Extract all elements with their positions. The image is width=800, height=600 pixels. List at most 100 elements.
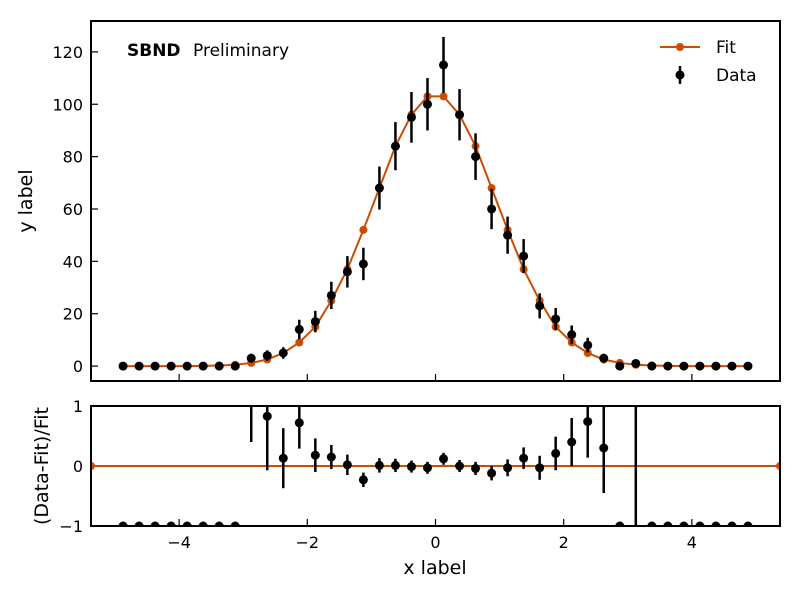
- data-point: [150, 361, 160, 371]
- fit-point: [439, 92, 448, 101]
- y-tick-label: 100: [52, 95, 83, 114]
- data-point: [471, 152, 481, 162]
- fit-point: [583, 348, 592, 357]
- data-point: [342, 460, 352, 470]
- fit-point: [487, 184, 496, 193]
- data-point: [294, 418, 304, 428]
- data-point: [583, 340, 593, 350]
- data-point: [615, 361, 625, 371]
- data-point: [422, 463, 432, 473]
- data-point: [663, 521, 673, 526]
- fit-line: [123, 95, 748, 368]
- data-point: [278, 348, 288, 358]
- data-point: [439, 454, 449, 464]
- data-point: [326, 290, 336, 300]
- data-point: [358, 259, 368, 269]
- data-point: [727, 521, 737, 526]
- data-point: [310, 450, 320, 460]
- y-tick-label: 0: [73, 457, 83, 476]
- legend-label: Data: [716, 66, 757, 86]
- data-point: [198, 361, 208, 371]
- data-point: [134, 361, 144, 371]
- data-point: [134, 521, 144, 526]
- x-axis-label: x label: [403, 557, 466, 579]
- x-tick-label: 0: [430, 533, 440, 552]
- data-point: [246, 353, 256, 363]
- legend-marker: [676, 43, 684, 51]
- plot-area: [118, 36, 753, 371]
- y-axis-label: (Data-Fit)/Fit: [31, 407, 53, 525]
- data-point: [118, 361, 128, 371]
- data-point: [695, 361, 705, 371]
- data-point: [455, 110, 465, 120]
- data-point: [535, 301, 545, 311]
- data-point: [599, 443, 609, 453]
- data-point: [342, 267, 352, 277]
- data-point: [214, 521, 224, 526]
- data-point: [583, 417, 593, 427]
- data-point: [166, 361, 176, 371]
- data-point: [182, 521, 192, 526]
- data-point: [390, 141, 400, 151]
- data-point: [711, 361, 721, 371]
- data-point: [310, 317, 320, 327]
- y-tick-label: 120: [52, 43, 83, 62]
- data-point: [455, 461, 465, 471]
- data-point: [230, 521, 240, 526]
- fit-point: [359, 225, 368, 234]
- y-tick-label: 0: [73, 357, 83, 376]
- data-point: [471, 463, 481, 473]
- data-point: [487, 204, 497, 214]
- y-axis-label: y label: [15, 169, 37, 232]
- x-tick-label: −4: [167, 533, 191, 552]
- annotation-bold: SBND: [127, 41, 181, 61]
- data-point: [118, 521, 128, 526]
- data-point: [503, 463, 513, 473]
- data-point: [727, 361, 737, 371]
- y-tick-label: 80: [63, 148, 83, 167]
- data-point: [551, 314, 561, 324]
- data-point: [182, 361, 192, 371]
- data-point: [374, 460, 384, 470]
- data-point: [519, 251, 529, 261]
- data-point: [406, 462, 416, 472]
- annotation: Preliminary: [193, 41, 289, 61]
- data-point: [406, 112, 416, 122]
- data-point: [647, 361, 657, 371]
- data-point: [711, 521, 721, 526]
- y-tick-label: 40: [63, 252, 83, 271]
- data-point: [743, 361, 753, 371]
- x-tick-label: 4: [687, 533, 697, 552]
- data-point: [214, 361, 224, 371]
- data-point: [439, 60, 449, 70]
- data-point: [294, 324, 304, 334]
- data-point: [647, 521, 657, 526]
- x-tick-label: 2: [559, 533, 569, 552]
- data-point: [535, 463, 545, 473]
- data-point: [262, 411, 272, 421]
- data-point: [679, 521, 689, 526]
- data-point: [663, 361, 673, 371]
- y-tick-label: −1: [59, 517, 83, 536]
- axes-frame: [90, 20, 781, 382]
- data-point: [422, 99, 432, 109]
- x-tick-label: −2: [296, 533, 320, 552]
- data-point: [567, 330, 577, 340]
- data-point: [262, 351, 272, 361]
- data-point: [631, 358, 641, 368]
- data-point: [278, 453, 288, 463]
- data-point: [599, 353, 609, 363]
- plot-area: [91, 406, 780, 526]
- data-point: [358, 475, 368, 485]
- data-point: [326, 452, 336, 462]
- legend-marker: [675, 70, 685, 80]
- data-point: [695, 521, 705, 526]
- y-tick-label: 60: [63, 200, 83, 219]
- data-point: [615, 521, 625, 526]
- data-point: [519, 453, 529, 463]
- data-point: [679, 361, 689, 371]
- data-point: [374, 183, 384, 193]
- data-point: [551, 448, 561, 458]
